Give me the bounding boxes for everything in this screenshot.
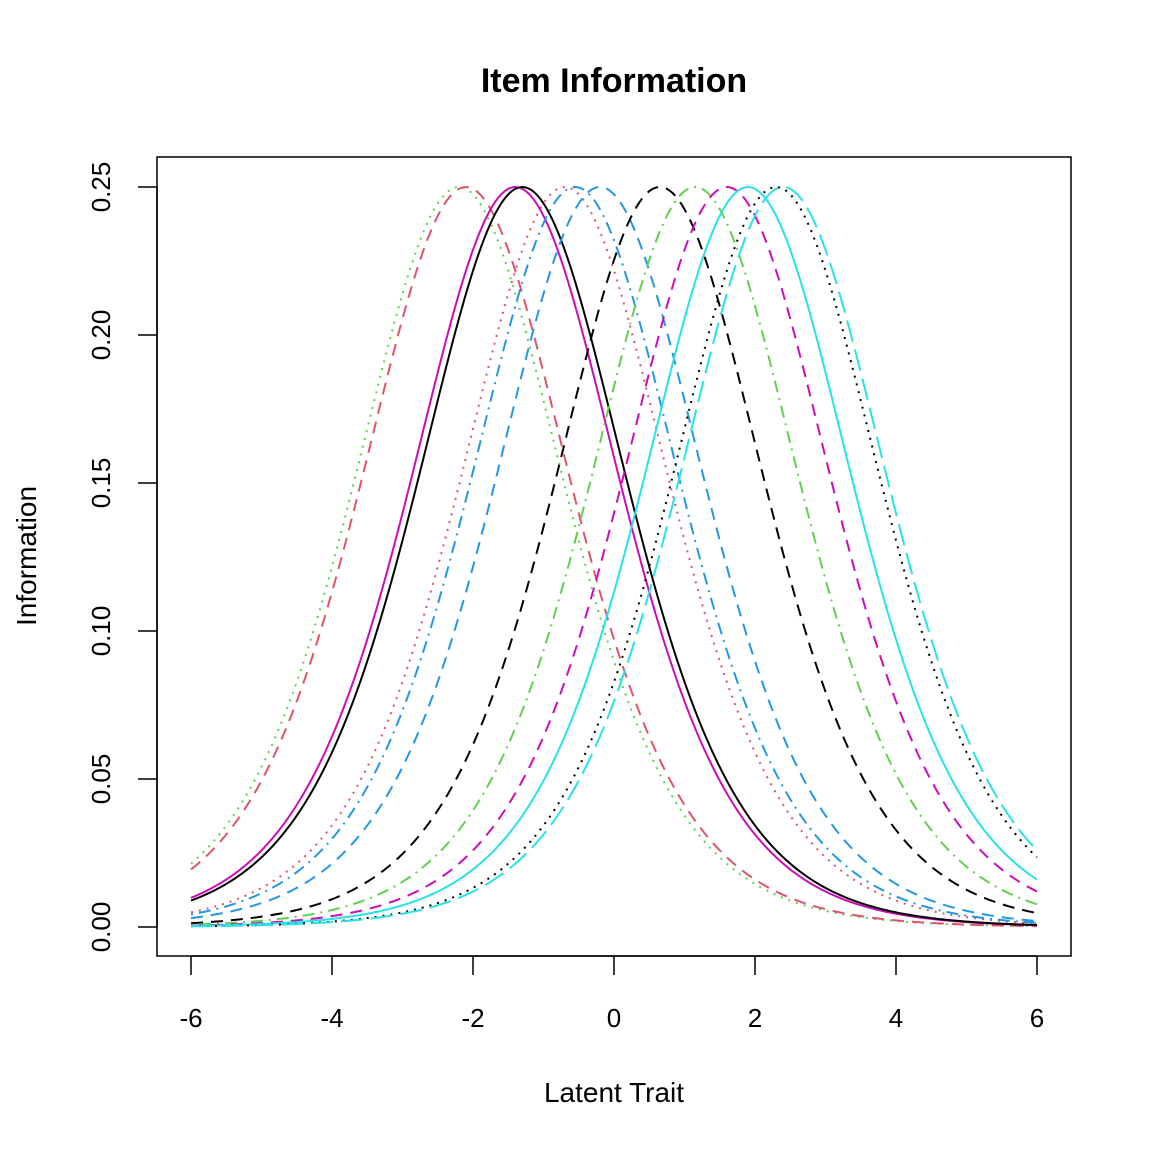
x-tick-label: 2 — [748, 1003, 762, 1033]
y-tick-label: 0.00 — [86, 902, 116, 953]
item-curve-7 — [190, 185, 1038, 923]
x-tick-label: -6 — [179, 1003, 202, 1033]
item-curve-6 — [190, 186, 1038, 924]
y-axis: 0.00 0.05 0.10 0.15 0.20 0.25 — [86, 162, 158, 953]
y-tick-label: 0.25 — [86, 162, 116, 213]
item-curve-12 — [190, 186, 1038, 928]
item-curve-1 — [190, 185, 1038, 928]
y-tick-label: 0.20 — [86, 310, 116, 361]
plot-frame — [156, 156, 1072, 957]
item-curve-10 — [190, 185, 1038, 927]
x-axis: -6 -4 -2 0 2 4 6 — [179, 955, 1044, 1033]
x-tick-label: 6 — [1030, 1003, 1044, 1033]
item-curve-4 — [190, 186, 1038, 926]
item-curve-2 — [190, 186, 1038, 928]
information-curves — [190, 185, 1038, 928]
x-tick-label: -4 — [320, 1003, 343, 1033]
chart-title: Item Information — [481, 62, 747, 100]
item-curve-9 — [190, 186, 1038, 926]
item-curve-13 — [190, 185, 1038, 928]
x-tick-label: 4 — [889, 1003, 903, 1033]
y-tick-label: 0.15 — [86, 458, 116, 509]
item-curve-11 — [190, 186, 1038, 927]
item-curve-8 — [190, 186, 1038, 925]
y-tick-label: 0.05 — [86, 754, 116, 805]
item-curve-3 — [190, 185, 1038, 927]
x-tick-label: -2 — [461, 1003, 484, 1033]
y-axis-title: Information — [11, 486, 42, 626]
y-tick-label: 0.10 — [86, 606, 116, 657]
item-curve-5 — [190, 186, 1038, 925]
x-axis-title: Latent Trait — [544, 1077, 684, 1108]
x-tick-label: 0 — [607, 1003, 621, 1033]
